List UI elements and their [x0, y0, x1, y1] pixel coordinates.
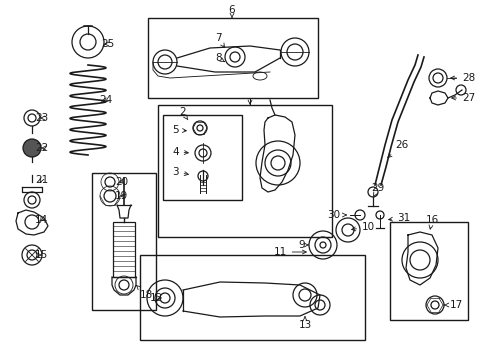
Text: 5: 5 — [172, 125, 186, 135]
Text: 20: 20 — [115, 177, 128, 187]
Text: 27: 27 — [451, 93, 474, 103]
Bar — [163, 115, 242, 200]
Bar — [113, 222, 135, 277]
Text: 24: 24 — [100, 95, 113, 105]
Text: 17: 17 — [444, 300, 462, 310]
Text: 29: 29 — [371, 183, 384, 196]
Text: 2: 2 — [179, 107, 187, 120]
Bar — [389, 222, 467, 320]
Text: 8: 8 — [215, 53, 224, 63]
Text: 19: 19 — [115, 191, 128, 201]
Text: 23: 23 — [35, 113, 48, 123]
Text: 30: 30 — [326, 210, 346, 220]
Bar — [158, 105, 331, 237]
Text: 1: 1 — [246, 98, 253, 108]
Text: 12: 12 — [150, 293, 163, 303]
Text: 28: 28 — [450, 73, 474, 83]
Text: 25: 25 — [102, 39, 115, 49]
Text: 7: 7 — [215, 33, 224, 47]
Text: 18: 18 — [136, 285, 153, 300]
Bar — [148, 18, 317, 98]
Text: 21: 21 — [35, 175, 48, 185]
Text: 10: 10 — [351, 222, 374, 232]
Text: 11: 11 — [273, 247, 305, 257]
Circle shape — [23, 139, 41, 157]
Text: 4: 4 — [172, 147, 188, 157]
Text: 22: 22 — [35, 143, 48, 153]
Text: 13: 13 — [298, 317, 311, 330]
Text: 6: 6 — [228, 5, 235, 18]
Text: 15: 15 — [35, 250, 48, 260]
Text: 14: 14 — [35, 215, 48, 225]
Text: 26: 26 — [387, 140, 407, 158]
Text: 16: 16 — [425, 215, 438, 229]
Text: 31: 31 — [388, 213, 409, 223]
Bar — [92, 173, 156, 310]
Text: 3: 3 — [172, 167, 188, 177]
Text: 9: 9 — [297, 240, 307, 250]
Bar — [140, 255, 364, 340]
